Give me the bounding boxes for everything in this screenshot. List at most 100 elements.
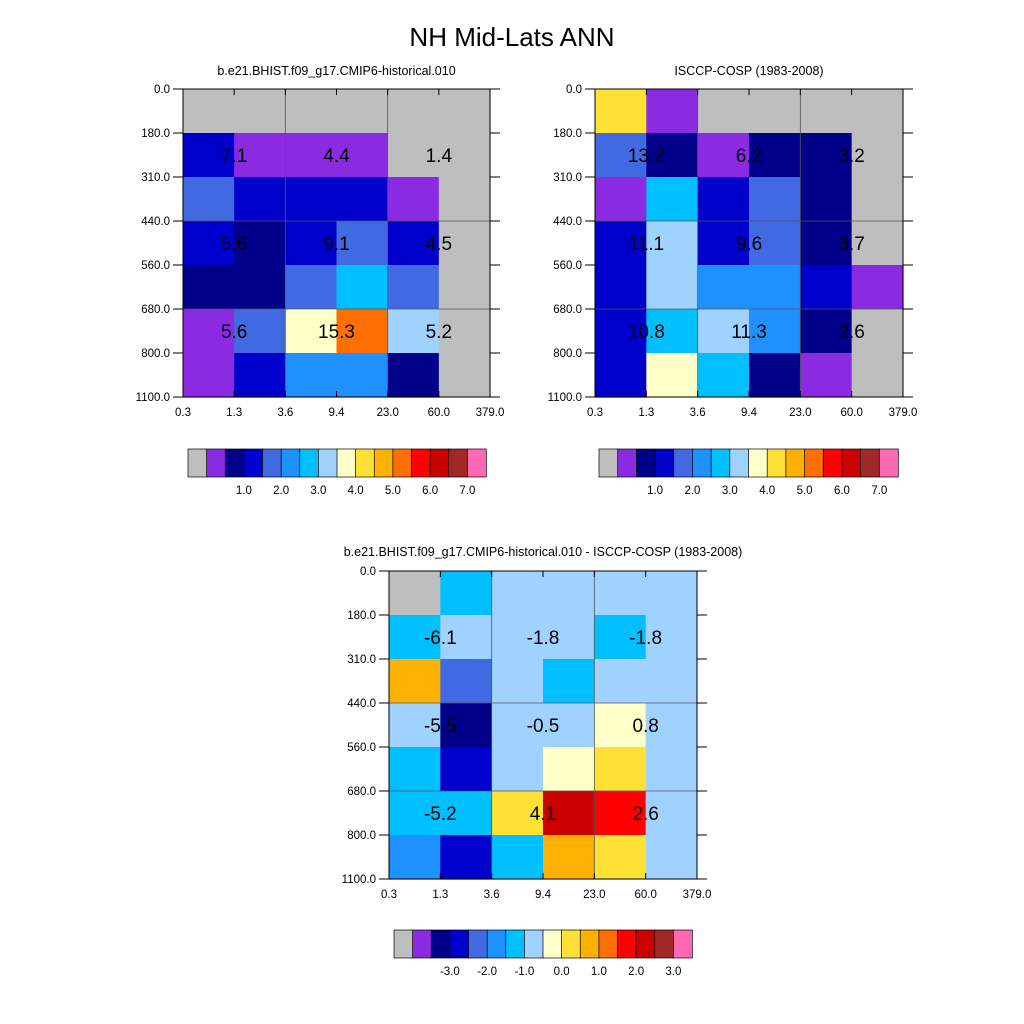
- colorbar-swatch: [804, 448, 824, 478]
- heatmap-cell: [387, 309, 440, 354]
- y-tick-label: 0.0: [566, 84, 582, 96]
- y-tick-label: 560.0: [347, 742, 376, 754]
- heatmap-cell: [697, 177, 750, 222]
- heatmap-cell: [800, 89, 853, 134]
- heatmap-cell: [183, 221, 235, 266]
- colorbar-swatch: [860, 448, 880, 478]
- y-tick-label: 800.0: [141, 348, 170, 360]
- colorbar-swatch: [206, 448, 226, 478]
- heatmap-cell: [387, 353, 440, 398]
- heatmap-cell: [440, 703, 493, 748]
- colorbar-swatch: [561, 929, 581, 959]
- heatmap-cell: [594, 835, 647, 880]
- colorbar-swatch: [224, 448, 245, 478]
- colorbar-swatch: [692, 448, 712, 478]
- y-tick-label: 180.0: [553, 128, 582, 140]
- y-tick-label: 440.0: [141, 216, 170, 228]
- data-label: 5.6: [221, 234, 247, 255]
- colorbar-swatch: [449, 929, 470, 959]
- data-label: 11.3: [731, 322, 767, 343]
- heatmap-cell: [697, 89, 750, 134]
- colorbar-swatch: [336, 448, 357, 478]
- panel-1: b.e21.BHIST.f09_g17.CMIP6-historical.010…: [136, 64, 505, 497]
- colorbar-label: 2.0: [273, 485, 289, 497]
- colorbar-swatch: [654, 448, 675, 478]
- heatmap-cell: [595, 221, 647, 266]
- heatmap-cell: [234, 353, 286, 398]
- heatmap-cell: [543, 659, 595, 704]
- colorbar-swatch: [430, 929, 451, 959]
- colorbar-swatch: [785, 448, 806, 478]
- heatmap-cell: [595, 309, 647, 354]
- heatmap-cell: [234, 177, 286, 222]
- colorbar-swatch: [673, 929, 693, 959]
- y-tick-label: 680.0: [347, 786, 376, 798]
- heatmap-cell: [440, 791, 493, 836]
- colorbar-label: 2.0: [684, 485, 700, 497]
- x-tick-label: 60.0: [840, 407, 862, 419]
- x-tick-label: 3.6: [484, 889, 500, 901]
- colorbar-swatch: [635, 929, 656, 959]
- heatmap-cell: [387, 177, 440, 222]
- x-tick-label: 3.6: [690, 407, 706, 419]
- colorbar-swatch: [355, 448, 375, 478]
- data-label: 1.4: [426, 146, 453, 167]
- data-label: 6.2: [736, 146, 762, 167]
- colorbar-swatch: [822, 448, 843, 478]
- x-tick-label: 60.0: [634, 889, 656, 901]
- heatmap-cell: [594, 615, 647, 660]
- heatmap-cell: [595, 89, 647, 134]
- heatmap-cell: [697, 353, 750, 398]
- heatmap-cell: [749, 265, 801, 310]
- x-tick-label: 1.3: [638, 407, 654, 419]
- heatmap-cell: [697, 133, 750, 178]
- y-tick-label: 180.0: [141, 128, 170, 140]
- heatmap-cell: [749, 353, 801, 398]
- heatmap-cell: [336, 133, 389, 178]
- colorbar-swatch: [748, 448, 768, 478]
- x-tick-label: 23.0: [789, 407, 811, 419]
- heatmap-cell: [749, 221, 801, 266]
- colorbar-label: 6.0: [834, 485, 850, 497]
- heatmap-cell: [645, 571, 698, 616]
- x-tick-label: 23.0: [583, 889, 605, 901]
- heatmap-cell: [336, 177, 389, 222]
- colorbar-swatch: [468, 929, 488, 959]
- data-label: 2.6: [632, 804, 658, 825]
- data-label: 9.6: [736, 234, 762, 255]
- y-tick-label: 1100.0: [548, 392, 582, 404]
- heatmap-cell: [543, 747, 595, 792]
- y-tick-label: 800.0: [347, 830, 376, 842]
- heatmap-cell: [646, 177, 699, 222]
- heatmap-cell: [594, 703, 647, 748]
- heatmap-cell: [389, 571, 441, 616]
- data-label: -1.8: [527, 628, 560, 649]
- x-tick-label: 379.0: [476, 407, 505, 419]
- y-tick-label: 0.0: [154, 84, 170, 96]
- x-tick-label: 9.4: [329, 407, 346, 419]
- heatmap-cell: [183, 177, 235, 222]
- heatmap-cell: [389, 791, 441, 836]
- x-tick-label: 1.3: [226, 407, 242, 419]
- colorbar-swatch: [393, 929, 414, 959]
- colorbar-swatch: [878, 448, 899, 478]
- heatmap-cell: [285, 309, 338, 354]
- heatmap-cell: [336, 265, 389, 310]
- heatmap-cell: [800, 353, 853, 398]
- heatmap-cell: [438, 309, 491, 354]
- heatmap-cell: [285, 265, 338, 310]
- y-tick-label: 680.0: [141, 304, 170, 316]
- heatmap-cell: [645, 791, 698, 836]
- colorbar-swatch: [841, 448, 862, 478]
- heatmap-cell: [851, 133, 904, 178]
- colorbar-swatch: [318, 448, 338, 478]
- heatmap-cell: [336, 89, 389, 134]
- heatmap-cell: [594, 571, 647, 616]
- colorbar-swatch: [729, 448, 750, 478]
- heatmap-cell: [440, 615, 493, 660]
- x-tick-label: 9.4: [535, 889, 552, 901]
- colorbar-swatch: [467, 448, 487, 478]
- heatmap-cell: [438, 221, 491, 266]
- plot-panels: b.e21.BHIST.f09_g17.CMIP6-historical.010…: [136, 64, 918, 978]
- data-label: -5.2: [424, 804, 457, 825]
